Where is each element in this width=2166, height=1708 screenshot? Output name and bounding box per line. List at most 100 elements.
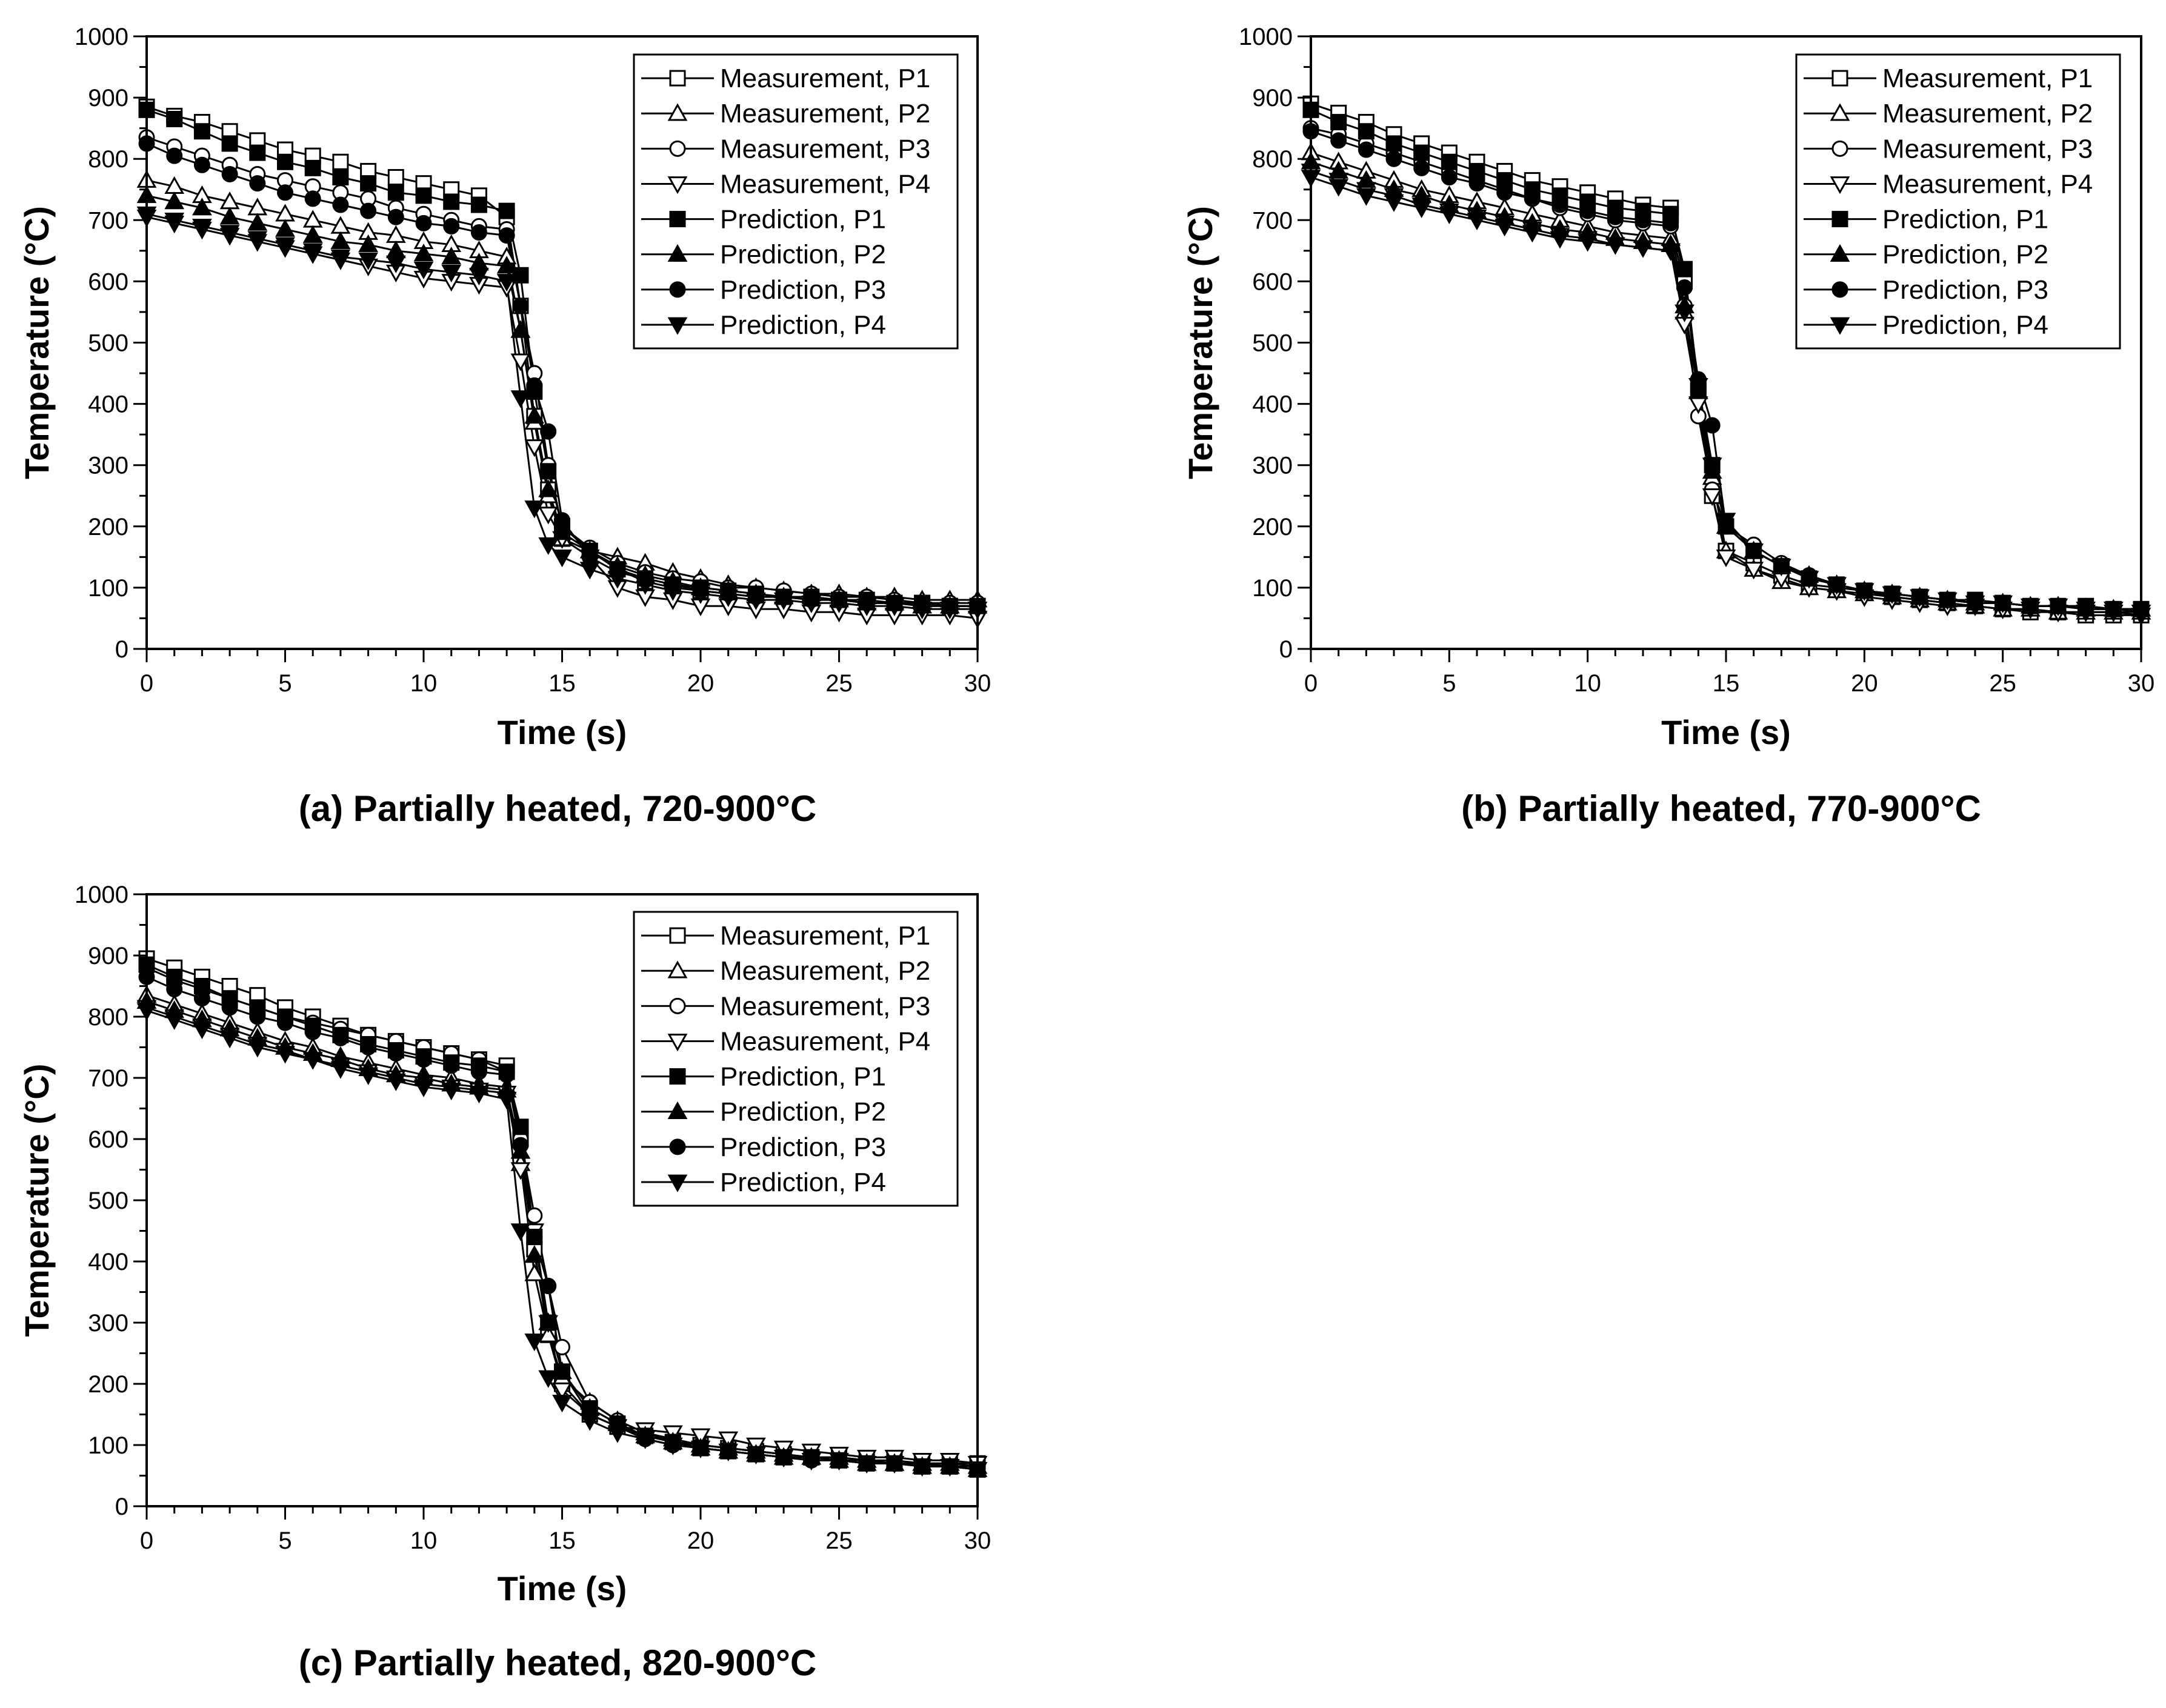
legend-label: Measurement, P3 xyxy=(720,134,930,164)
data-point xyxy=(1579,202,1596,219)
y-tick-label: 800 xyxy=(1252,146,1293,173)
legend-label: Measurement, P4 xyxy=(1882,169,2093,199)
data-point xyxy=(1607,208,1624,225)
data-point xyxy=(1771,559,1791,577)
legend-label: Measurement, P1 xyxy=(1882,64,2093,93)
data-point xyxy=(249,144,266,161)
data-point xyxy=(470,224,487,241)
data-point xyxy=(1854,583,1874,601)
legend-label: Measurement, P1 xyxy=(720,921,930,951)
data-point xyxy=(1882,586,1902,604)
y-tick-label: 900 xyxy=(88,943,128,969)
data-point xyxy=(1910,589,1930,607)
data-point xyxy=(1744,543,1764,562)
data-point xyxy=(496,274,517,292)
data-point xyxy=(1688,377,1708,396)
data-point xyxy=(1605,237,1625,255)
data-point xyxy=(1633,240,1653,258)
legend-label: Prediction, P4 xyxy=(1882,310,2048,340)
data-point xyxy=(247,213,268,231)
data-point xyxy=(579,1413,600,1431)
data-point xyxy=(1704,417,1721,434)
data-point xyxy=(512,1118,529,1135)
legend-marker xyxy=(667,1034,688,1052)
data-point xyxy=(387,169,404,186)
y-tick-label: 900 xyxy=(1252,85,1293,111)
data-point xyxy=(304,159,321,176)
data-point xyxy=(277,153,293,170)
legend-marker xyxy=(1830,244,1850,262)
data-point xyxy=(249,1008,266,1025)
data-point xyxy=(1441,169,1458,186)
y-tick-label: 100 xyxy=(1252,575,1293,602)
data-point xyxy=(415,187,432,204)
legend-marker xyxy=(1831,211,1848,228)
x-tick-label: 15 xyxy=(548,670,576,697)
data-point xyxy=(538,507,559,525)
y-tick-label: 900 xyxy=(88,85,128,111)
x-axis-title: Time (s) xyxy=(1661,713,1791,751)
y-tick-label: 600 xyxy=(88,1126,128,1153)
data-point xyxy=(1358,141,1375,158)
data-point xyxy=(164,1012,185,1030)
data-point xyxy=(192,1021,212,1040)
data-point xyxy=(510,390,531,408)
data-point xyxy=(526,1207,543,1224)
data-point xyxy=(884,598,905,617)
y-tick-label: 500 xyxy=(88,330,128,357)
data-point xyxy=(192,219,212,237)
data-point xyxy=(662,583,683,601)
chart-caption: (b) Partially heated, 770-900°C xyxy=(1461,788,1981,829)
data-point xyxy=(856,598,877,617)
legend-label: Prediction, P2 xyxy=(720,240,886,270)
data-point xyxy=(1661,243,1681,261)
y-axis-title: Temperature (°C) xyxy=(18,1064,56,1337)
chart-panel-2: 0 5 10 15 20 25 300100200300400500600700800900… xyxy=(1181,24,2154,829)
data-point xyxy=(1468,175,1485,192)
data-point xyxy=(193,123,210,140)
y-tick-label: 400 xyxy=(88,1249,128,1275)
legend-label: Prediction, P2 xyxy=(1882,240,2048,270)
legend-box xyxy=(633,53,959,350)
data-point xyxy=(635,1431,655,1449)
data-point xyxy=(856,1456,877,1474)
data-point xyxy=(1674,304,1694,322)
data-point xyxy=(470,196,487,213)
y-tick-label: 0 xyxy=(115,636,128,663)
data-point xyxy=(912,601,932,620)
data-point xyxy=(2076,601,2096,620)
y-axis-title: Temperature (°C) xyxy=(1181,206,1219,479)
data-point xyxy=(415,214,432,231)
data-point xyxy=(829,595,849,614)
legend-label: Prediction, P1 xyxy=(720,205,886,234)
data-point xyxy=(554,512,570,529)
legend-marker xyxy=(1830,176,1850,194)
x-tick-label: 25 xyxy=(825,670,853,697)
data-point xyxy=(1496,184,1513,201)
legend-marker xyxy=(667,103,688,121)
data-point xyxy=(470,1063,487,1080)
y-tick-label: 600 xyxy=(88,268,128,295)
data-point xyxy=(1356,188,1376,206)
data-point xyxy=(358,1067,378,1085)
legend-marker xyxy=(667,317,688,335)
data-point xyxy=(829,1452,849,1471)
data-point xyxy=(690,1428,711,1446)
data-point xyxy=(510,1223,531,1241)
legend-label: Prediction, P3 xyxy=(720,275,886,305)
data-point xyxy=(166,110,183,127)
x-tick-label: 5 xyxy=(1442,670,1456,697)
data-point xyxy=(330,231,351,249)
data-point xyxy=(302,225,323,243)
data-point xyxy=(1356,170,1376,188)
legend-marker xyxy=(669,211,686,228)
data-point xyxy=(166,968,183,985)
data-point xyxy=(1550,231,1570,249)
data-point xyxy=(690,1440,711,1458)
x-tick-label: 0 xyxy=(1304,670,1318,697)
data-point xyxy=(1965,595,1985,614)
y-tick-label: 300 xyxy=(1252,453,1293,479)
data-point xyxy=(498,1066,515,1083)
data-point xyxy=(524,1334,545,1352)
